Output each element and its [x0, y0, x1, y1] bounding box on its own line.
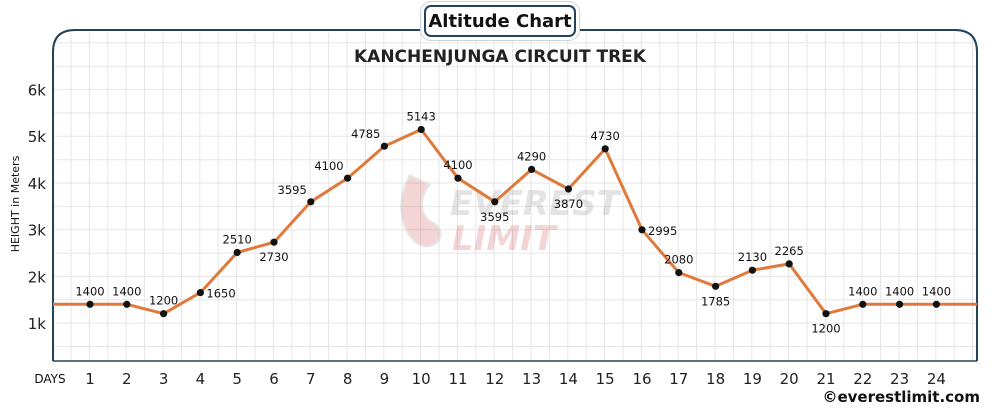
data-point [564, 185, 573, 193]
grid [53, 33, 977, 361]
watermark: EVEREST LIMIT [400, 173, 623, 259]
x-tick-label: 1 [85, 370, 95, 388]
x-tick-label: 13 [522, 370, 541, 388]
x-tick-label: 20 [780, 370, 799, 388]
data-label: 1200 [149, 294, 178, 308]
data-point [380, 142, 388, 150]
data-point [785, 260, 793, 268]
x-tick-label: 9 [380, 370, 390, 388]
x-tick-label: 21 [816, 370, 835, 388]
y-tick-label: 4k [28, 175, 47, 193]
data-label: 3870 [554, 197, 583, 211]
data-label: 1400 [922, 284, 951, 298]
data-point [896, 300, 904, 308]
data-label: 3595 [480, 210, 509, 224]
x-tick-label: 12 [485, 370, 504, 388]
chart-title: KANCHENJUNGA CIRCUIT TREK [354, 47, 647, 67]
x-tick-labels: 1 2 3 4 5 6 7 8 9 10 11 12 13 14 15 16 17 18 19 20 21 22 23 24 [85, 370, 946, 388]
x-tick-label: 8 [343, 370, 353, 388]
data-label: 2080 [664, 253, 693, 267]
x-tick-label: 11 [448, 370, 467, 388]
data-point [932, 300, 941, 308]
data-label: 2130 [738, 250, 767, 264]
x-tick-label: 24 [927, 370, 946, 388]
x-tick-label: 22 [853, 370, 872, 388]
y-tick-label: 5k [28, 128, 47, 146]
data-point [638, 226, 646, 234]
x-tick-label: 4 [196, 370, 206, 388]
x-tick-label: 3 [159, 370, 169, 388]
x-axis-label: DAYS [34, 372, 65, 386]
data-point [196, 289, 204, 297]
y-tick-labels: 1k 2k 3k 4k 5k 6k [28, 82, 47, 334]
y-axis-label: HEIGHT in Meters [9, 155, 22, 252]
altitude-line [53, 128, 977, 316]
data-point [712, 282, 720, 290]
data-point [528, 165, 536, 173]
data-label: 2995 [648, 224, 677, 238]
data-label: 4730 [591, 129, 620, 143]
data-label: 1400 [75, 284, 104, 298]
y-tick-label: 2k [28, 268, 47, 286]
data-point [233, 248, 241, 257]
data-label: 1400 [885, 284, 914, 298]
data-label: 1650 [206, 287, 235, 301]
y-tick-label: 1k [28, 315, 47, 333]
data-point [307, 198, 315, 206]
data-label: 4100 [443, 158, 472, 172]
data-label: 1400 [112, 284, 141, 298]
data-label: 4290 [517, 149, 546, 163]
data-point [454, 174, 462, 182]
x-tick-label: 17 [669, 370, 688, 388]
data-label: 5143 [407, 110, 436, 124]
x-tick-label: 15 [596, 370, 615, 388]
x-tick-label: 14 [559, 370, 578, 388]
data-label: 1785 [701, 294, 730, 308]
data-label: 3595 [278, 183, 307, 197]
watermark-emblem [400, 173, 442, 248]
data-points [86, 125, 941, 318]
data-point [675, 269, 683, 277]
x-tick-label: 23 [890, 370, 909, 388]
chart-badge: Altitude Chart [424, 5, 576, 37]
data-label: 1200 [811, 322, 840, 336]
data-point [822, 310, 830, 318]
x-tick-label: 16 [632, 370, 651, 388]
data-point [344, 174, 352, 182]
x-tick-label: 7 [306, 370, 316, 388]
data-point [417, 125, 425, 134]
data-label: 2265 [775, 244, 804, 258]
data-label: 2730 [259, 250, 288, 264]
data-point [160, 310, 168, 318]
data-point [86, 300, 94, 308]
data-labels: 1400 1400 1200 1650 2510 2730 3595 4100 4785 5143… [75, 110, 951, 336]
data-point [123, 300, 131, 308]
data-label: 1400 [848, 284, 877, 298]
x-tick-label: 6 [269, 370, 279, 388]
data-point [601, 145, 609, 153]
x-tick-label: 19 [743, 370, 762, 388]
site-credit: ©everestlimit.com [822, 388, 980, 406]
data-point [491, 198, 499, 206]
data-point [270, 238, 278, 246]
data-point [859, 300, 867, 308]
x-tick-label: 5 [232, 370, 242, 388]
x-tick-label: 10 [412, 370, 431, 388]
watermark-line2: LIMIT [452, 219, 559, 259]
data-label: 4785 [351, 127, 380, 141]
data-label: 4100 [314, 159, 343, 173]
x-tick-label: 2 [122, 370, 132, 388]
y-tick-label: 3k [28, 222, 47, 240]
data-point [748, 266, 757, 274]
x-tick-label: 18 [706, 370, 725, 388]
y-tick-label: 6k [28, 82, 47, 100]
data-label: 2510 [223, 233, 252, 247]
